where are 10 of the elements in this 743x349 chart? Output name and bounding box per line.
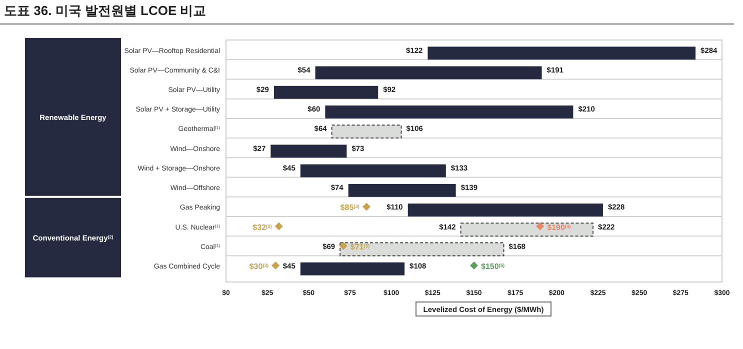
bar	[428, 46, 696, 60]
bar	[270, 144, 347, 158]
bar	[348, 184, 456, 197]
bar	[325, 106, 574, 118]
bar	[315, 66, 542, 80]
bar	[408, 204, 603, 216]
text: 도표 36. 미국 발전원별 LCOE 비교	[4, 3, 206, 18]
bar	[300, 262, 405, 276]
bar	[300, 164, 446, 178]
bar	[274, 86, 378, 99]
